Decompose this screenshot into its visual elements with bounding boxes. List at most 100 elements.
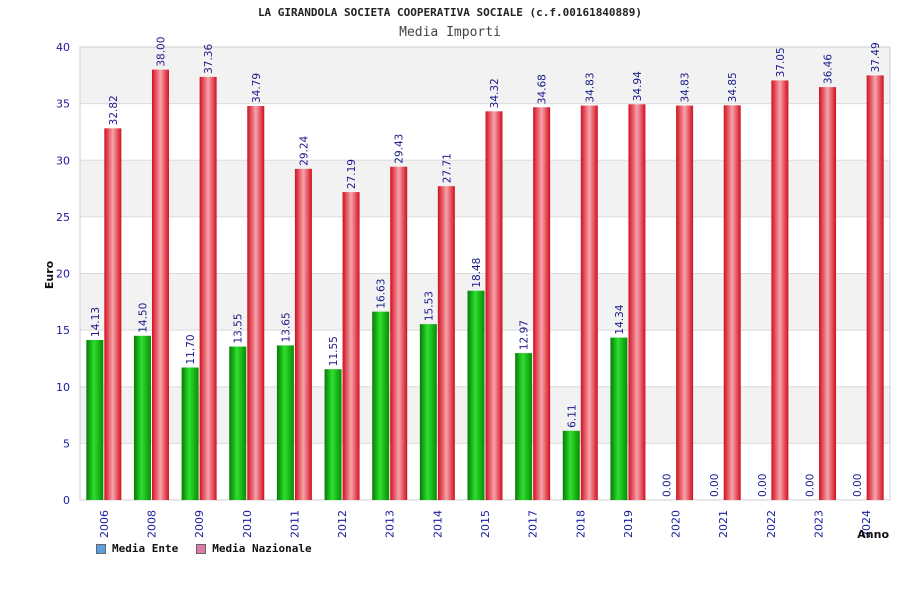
- bar-media-nazionale: [866, 75, 884, 500]
- data-label: 6.11: [566, 404, 578, 427]
- bar-media-ente: [276, 345, 294, 500]
- y-axis-label: Euro: [43, 260, 56, 289]
- legend-swatch-media-ente: [96, 543, 106, 554]
- x-tick-label: 2006: [98, 510, 111, 538]
- bar-media-ente: [515, 353, 533, 500]
- data-label: 0.00: [757, 474, 769, 497]
- legend-item-media-nazionale: Media Nazionale: [196, 542, 312, 555]
- bar-media-nazionale: [723, 105, 741, 500]
- x-tick-label: 2010: [241, 510, 254, 538]
- bar-media-ente: [562, 430, 580, 500]
- data-label: 14.13: [90, 307, 102, 337]
- y-tick-label: 40: [56, 41, 70, 54]
- bar-media-nazionale: [437, 186, 455, 500]
- bar-media-nazionale: [342, 192, 360, 501]
- data-label: 37.05: [775, 47, 787, 77]
- legend-label: Media Ente: [112, 542, 179, 555]
- data-label: 38.00: [155, 37, 167, 67]
- bar-media-nazionale: [390, 166, 408, 500]
- y-tick-label: 25: [56, 211, 70, 224]
- x-tick-label: 2014: [431, 510, 444, 538]
- bar-media-nazionale: [151, 69, 169, 501]
- data-label: 27.71: [441, 153, 453, 183]
- bar-media-nazionale: [580, 105, 598, 501]
- data-label: 34.68: [537, 74, 549, 104]
- x-tick-label: 2018: [574, 510, 587, 538]
- data-label: 16.63: [376, 279, 388, 309]
- bar-media-nazionale: [771, 80, 789, 500]
- x-tick-label: 2019: [622, 510, 635, 538]
- bar-media-ente: [86, 339, 104, 500]
- bar-media-nazionale: [104, 128, 122, 500]
- data-label: 0.00: [662, 474, 674, 497]
- data-label: 18.48: [471, 258, 483, 288]
- data-label: 34.32: [489, 78, 501, 108]
- y-tick-label: 35: [56, 98, 70, 111]
- x-tick-label: 2021: [717, 510, 730, 538]
- bar-media-ente: [181, 367, 199, 500]
- data-label: 36.46: [823, 54, 835, 84]
- bar-media-nazionale: [294, 168, 312, 500]
- data-label: 15.53: [423, 291, 435, 321]
- bar-media-nazionale: [199, 76, 217, 500]
- x-tick-label: 2017: [527, 510, 540, 538]
- data-label: 12.97: [519, 320, 531, 350]
- x-axis-label: Anno: [857, 528, 889, 541]
- data-label: 27.19: [346, 159, 358, 189]
- x-tick-label: 2009: [193, 510, 206, 538]
- data-label: 34.83: [680, 72, 692, 102]
- x-tick-label: 2008: [145, 510, 158, 538]
- x-tick-label: 2012: [336, 510, 349, 538]
- data-label: 13.55: [233, 313, 245, 343]
- x-tick-label: 2013: [384, 510, 397, 538]
- x-tick-label: 2022: [765, 510, 778, 538]
- legend-item-media-ente: Media Ente: [96, 542, 178, 555]
- legend-label: Media Nazionale: [212, 542, 312, 555]
- data-label: 14.34: [614, 304, 626, 334]
- data-label: 37.36: [203, 44, 215, 74]
- x-tick-label: 2024: [860, 510, 873, 538]
- bar-media-ente: [610, 337, 628, 500]
- bar-media-nazionale: [533, 107, 551, 501]
- bar-media-ente: [324, 369, 342, 500]
- y-tick-label: 0: [63, 494, 70, 507]
- data-label: 32.82: [108, 95, 120, 125]
- chart-title: LA GIRANDOLA SOCIETA COOPERATIVA SOCIALE…: [257, 6, 643, 19]
- data-label: 14.50: [137, 303, 149, 333]
- bar-media-ente: [133, 335, 151, 500]
- bar-media-nazionale: [247, 106, 265, 501]
- data-label: 29.43: [394, 134, 406, 164]
- data-label: 11.70: [185, 334, 197, 364]
- bar-media-nazionale: [628, 104, 646, 500]
- bar-media-ente: [419, 324, 437, 500]
- data-label: 29.24: [298, 135, 310, 165]
- data-label: 34.85: [727, 72, 739, 102]
- data-label: 34.79: [251, 73, 263, 103]
- y-tick-label: 20: [56, 268, 70, 281]
- x-tick-label: 2023: [813, 510, 826, 538]
- y-tick-label: 5: [63, 437, 70, 450]
- bar-media-ente: [372, 311, 390, 500]
- legend-swatch-media-nazionale: [196, 543, 207, 554]
- data-label: 13.65: [280, 312, 292, 342]
- y-tick-label: 10: [56, 381, 70, 394]
- data-label: 11.55: [328, 336, 340, 366]
- chart-subtitle: Media Importi: [399, 25, 501, 40]
- bar-media-nazionale: [485, 111, 503, 501]
- plot-border: [79, 46, 891, 501]
- data-label: 0.00: [852, 474, 864, 497]
- x-tick-label: 2015: [479, 510, 492, 538]
- y-tick-label: 30: [56, 154, 70, 167]
- data-label: 0.00: [805, 474, 817, 497]
- bar-media-ente: [467, 290, 485, 500]
- bar-media-nazionale: [819, 87, 837, 500]
- legend: Media Ente Media Nazionale: [96, 542, 312, 555]
- x-tick-label: 2011: [288, 510, 301, 538]
- data-label: 37.49: [870, 42, 882, 72]
- data-label: 34.94: [632, 71, 644, 101]
- x-tick-label: 2020: [670, 510, 683, 538]
- bar-media-nazionale: [676, 105, 694, 501]
- bar-media-ente: [229, 346, 247, 500]
